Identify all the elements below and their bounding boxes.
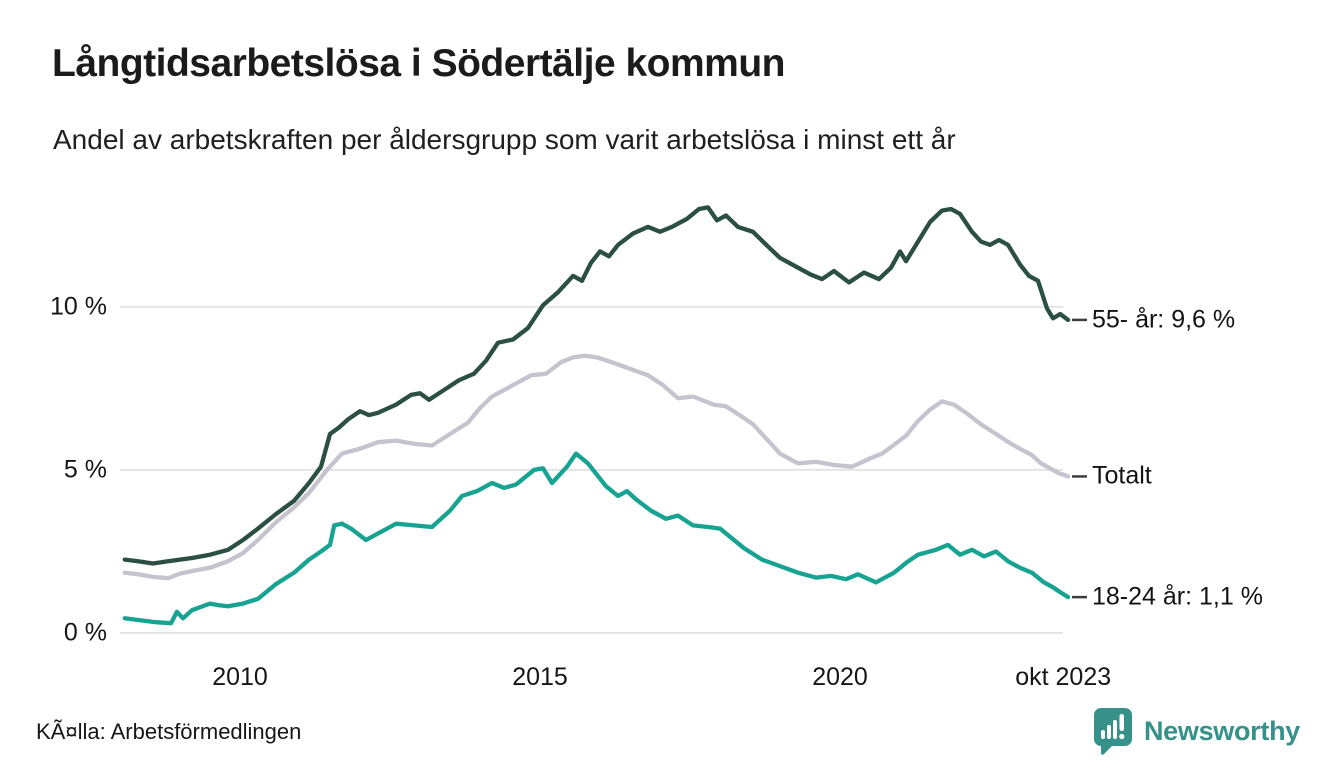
y-axis-tick-5: 5 %	[63, 455, 107, 484]
line-55-plus-years	[122, 205, 1071, 566]
x-axis-tick-2010: 2010	[212, 663, 268, 691]
series-end-label-55-plus: 55- år: 9,6 %	[1092, 305, 1236, 334]
x-axis-tick-okt-2023: okt 2023	[1015, 663, 1112, 691]
logo-bar-3	[1112, 720, 1117, 739]
page-title: Långtidsarbetslösa i Södertälje kommun	[52, 42, 786, 85]
newsworthy-logo-icon	[1093, 708, 1132, 755]
chart-subtitle: Andel av arbetskraften per åldersgrupp s…	[53, 124, 956, 155]
series-end-label-18-24: 18-24 år: 1,1 %	[1092, 582, 1263, 611]
line-totalt	[122, 353, 1071, 581]
x-axis-tick-2020: 2020	[812, 663, 868, 691]
source-attribution: KÃ¤lla: Arbetsförmedlingen	[36, 719, 302, 744]
logo-exclamation-dot	[1119, 733, 1125, 740]
newsworthy-brand: Newsworthy	[1092, 706, 1300, 756]
line-chart	[120, 205, 1087, 634]
y-axis-tick-10: 10 %	[50, 292, 107, 321]
series-end-label-totalt: Totalt	[1092, 461, 1152, 490]
newsworthy-wordmark: Newsworthy	[1143, 715, 1300, 746]
line-18-24-years	[122, 451, 1071, 626]
x-axis-tick-2015: 2015	[512, 663, 568, 691]
y-axis-tick-0: 0 %	[63, 618, 107, 647]
logo-bar-1	[1100, 730, 1105, 739]
logo-bar-2	[1106, 725, 1111, 739]
logo-exclamation-stem	[1119, 714, 1124, 731]
